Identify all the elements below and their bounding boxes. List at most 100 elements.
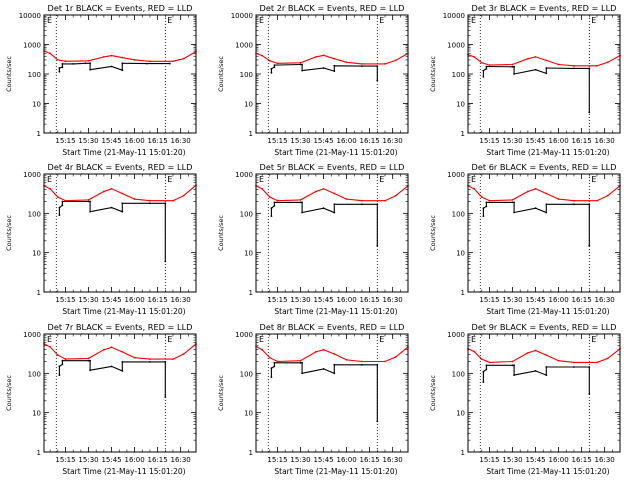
x-axis-label: Start Time (21-May-11 15:01:20) (486, 148, 609, 157)
series-lld (255, 346, 409, 363)
series-events-point (361, 363, 363, 366)
series-lld-point (473, 187, 475, 190)
y-tick-label: 1000 (447, 331, 465, 339)
y-tick-label: 100 (28, 210, 41, 218)
series-events-point (273, 64, 276, 66)
series-lld-point (511, 199, 514, 201)
series-events-point (273, 201, 276, 204)
x-tick-label: 16:30 (171, 137, 191, 145)
x-tick-label: 16:15 (148, 137, 168, 145)
plot-frame (255, 333, 409, 453)
x-tick-label: 15:45 (313, 137, 333, 145)
series-lld-point (121, 192, 124, 195)
series-events-point (376, 244, 379, 247)
y-tick-label: 1 (461, 130, 465, 138)
series-events-point (301, 201, 303, 204)
marker-label-e: E (471, 175, 476, 184)
x-tick-label: 15:45 (313, 456, 333, 464)
series-lld-point (361, 360, 363, 363)
plot-frame (467, 173, 621, 293)
series-events-point (61, 204, 64, 207)
series-lld-point (133, 59, 136, 61)
series-events-point (511, 201, 514, 204)
y-tick-label: 10 (32, 250, 41, 258)
y-tick-label: 1000 (23, 42, 41, 50)
series-events-point (588, 393, 591, 395)
marker-label-e: E (259, 16, 264, 25)
series-events-point (545, 366, 548, 368)
chart-title: Det 2r BLACK = Events, RED = LLD (260, 3, 405, 13)
series-events-point (121, 62, 124, 65)
series-events-point (146, 62, 148, 65)
series-events-point (376, 65, 379, 67)
series-events-point (573, 203, 575, 206)
x-tick-label: 15:30 (290, 456, 310, 464)
marker-label-e: E (379, 16, 384, 25)
series-lld-point (182, 353, 185, 355)
series-events-point (270, 367, 273, 370)
marker-label-e: E (259, 175, 264, 184)
series-events-point (545, 374, 548, 376)
x-tick-label: 16:00 (124, 137, 144, 145)
series-events-point (588, 67, 591, 70)
y-tick-label: 1000 (235, 42, 253, 50)
series-lld-point (56, 196, 59, 198)
x-axis-label: Start Time (21-May-11 15:01:20) (274, 307, 397, 316)
y-tick-label: 1000 (447, 42, 465, 50)
chart-panel-1: Det 1r BLACK = Events, RED = LLD Counts/s… (5, 3, 197, 157)
series-events-point (270, 215, 273, 218)
series-lld-point (64, 60, 67, 63)
y-tick-label: 100 (452, 370, 465, 378)
chart-title: Det 4r BLACK = Events, RED = LLD (48, 162, 193, 172)
series-events-point (376, 420, 379, 423)
x-tick-label: 16:00 (124, 296, 144, 304)
x-tick-label: 15:45 (525, 137, 545, 145)
plot-frame (467, 14, 621, 134)
series-lld-point (511, 63, 514, 66)
x-tick-label: 16:00 (336, 456, 356, 464)
series-lld-point (110, 346, 113, 349)
marker-label-e: E (47, 16, 52, 25)
marker-label-e: E (47, 175, 52, 184)
x-tick-label: 16:15 (148, 296, 168, 304)
x-tick-label: 16:15 (360, 296, 380, 304)
series-events-point (121, 69, 124, 72)
y-tick-label: 10 (32, 101, 41, 109)
series-events-point (513, 65, 515, 68)
x-axis-label: Start Time (21-May-11 15:01:20) (62, 148, 185, 157)
series-lld (255, 185, 409, 202)
x-tick-label: 15:45 (525, 456, 545, 464)
series-events-point (376, 79, 379, 82)
series-events-point (301, 211, 303, 214)
series-events-point (482, 215, 485, 218)
y-tick-label: 10000 (231, 12, 253, 20)
series-events (58, 62, 170, 72)
series-lld-point (64, 199, 67, 202)
x-tick-label: 16:00 (548, 296, 568, 304)
series-lld-point (606, 194, 609, 197)
series-lld-point (545, 354, 548, 356)
chart-panel-3: Det 3r BLACK = Events, RED = LLD Counts/s… (429, 3, 621, 157)
series-lld-point (545, 192, 548, 195)
series-events-point (588, 111, 591, 114)
series-events-point (545, 72, 548, 75)
series-events-point (485, 205, 488, 208)
y-tick-label: 1000 (235, 331, 253, 339)
series-events-point (322, 67, 325, 69)
series-lld-point (315, 351, 317, 353)
series-events-point (270, 207, 273, 210)
plot-frame (43, 333, 197, 453)
series-events-point (513, 364, 515, 367)
series-events-point (58, 70, 61, 73)
series-events-point (322, 207, 325, 210)
series-events-point (376, 363, 379, 366)
series-lld-point (315, 190, 317, 193)
series-events-point (121, 370, 124, 372)
plot-frame (255, 173, 409, 293)
series-lld-point (361, 63, 363, 65)
x-axis-label: Start Time (21-May-11 15:01:20) (274, 148, 397, 157)
series-lld-point (596, 199, 598, 202)
series-events-point (164, 361, 167, 363)
series-lld-point (87, 357, 90, 360)
